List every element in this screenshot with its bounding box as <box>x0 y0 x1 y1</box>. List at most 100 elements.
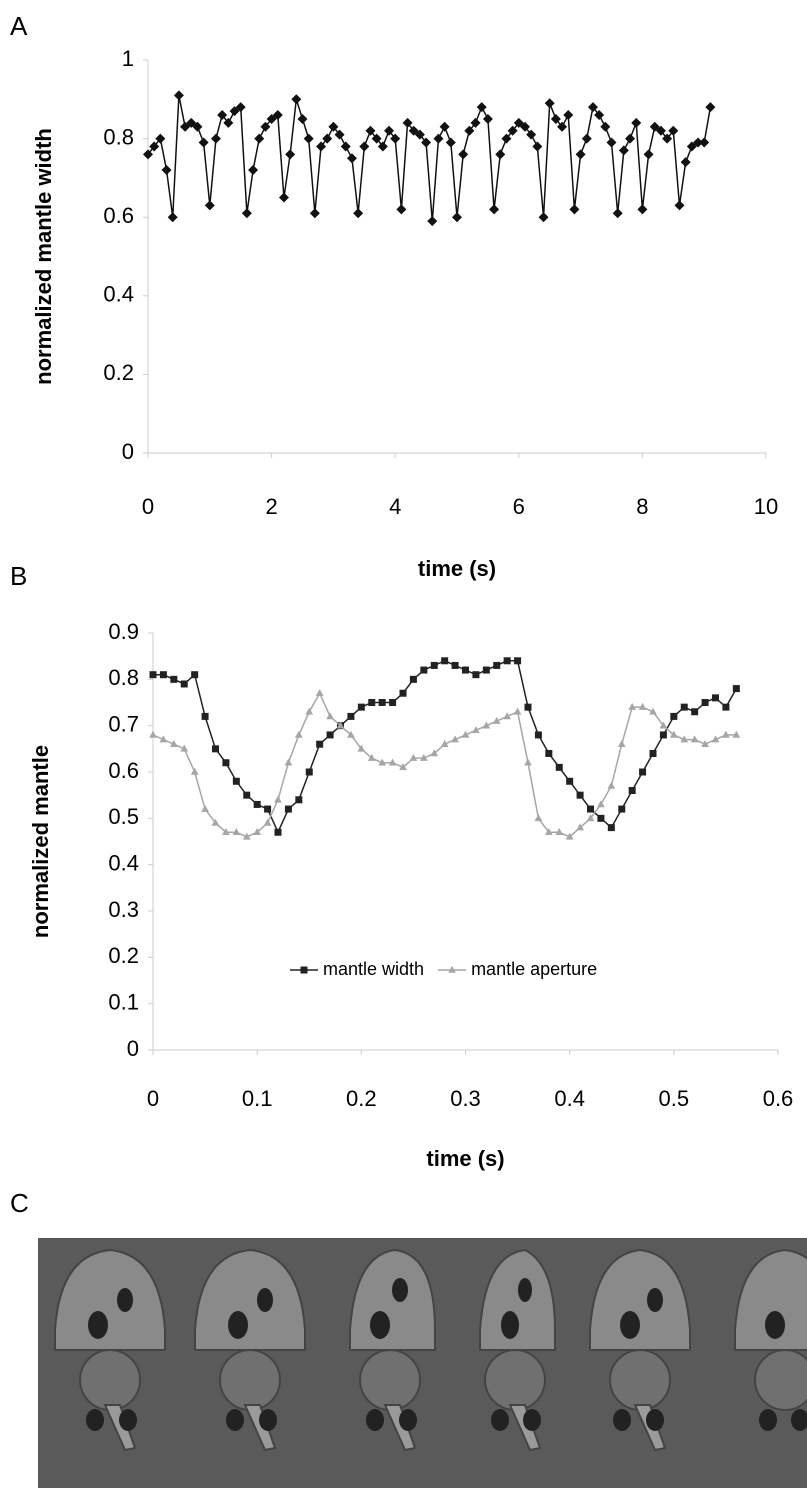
point <box>670 712 678 720</box>
point <box>606 137 617 148</box>
point <box>357 703 365 711</box>
point <box>217 110 228 121</box>
point <box>232 828 241 836</box>
point <box>557 121 568 132</box>
point <box>340 141 351 152</box>
point <box>347 730 355 738</box>
point <box>472 726 480 734</box>
x-tick-label: 0.3 <box>450 1086 481 1111</box>
point <box>649 707 657 715</box>
point <box>272 110 283 121</box>
point <box>569 204 580 215</box>
point <box>538 212 549 223</box>
photo-strip <box>38 1238 807 1488</box>
point <box>155 133 166 144</box>
series-line <box>147 95 712 222</box>
point <box>180 121 191 132</box>
point <box>173 90 184 101</box>
point <box>334 129 345 140</box>
x-tick-label: 0.4 <box>554 1086 585 1111</box>
point <box>149 730 157 738</box>
point <box>659 721 668 729</box>
point <box>617 740 626 747</box>
point <box>482 721 491 729</box>
point <box>662 133 673 144</box>
point <box>563 110 574 121</box>
point <box>655 125 666 136</box>
point <box>555 828 564 836</box>
legend-marker <box>300 966 308 974</box>
point <box>326 731 334 739</box>
x-tick-label: 8 <box>636 494 648 519</box>
point <box>732 730 741 738</box>
point <box>482 666 490 674</box>
point <box>353 208 364 219</box>
point <box>235 102 246 113</box>
point <box>180 744 189 752</box>
point <box>284 758 293 766</box>
y-tick-label: 0.8 <box>103 124 134 149</box>
x-tick-label: 0.6 <box>763 1086 794 1111</box>
point <box>489 204 500 215</box>
y-tick-label: 0.2 <box>103 360 134 385</box>
point <box>581 133 592 144</box>
point <box>441 657 449 665</box>
point <box>691 708 699 716</box>
point <box>294 730 303 738</box>
point <box>357 744 366 752</box>
x-tick-label: 0.5 <box>659 1086 690 1111</box>
x-tick-label: 10 <box>754 494 778 519</box>
point <box>377 141 388 152</box>
point <box>396 204 407 215</box>
point <box>705 102 716 113</box>
point <box>712 694 719 702</box>
point <box>408 125 419 136</box>
point <box>390 133 401 144</box>
point <box>170 675 178 683</box>
point <box>149 141 160 152</box>
point <box>254 133 265 144</box>
point <box>316 141 327 152</box>
point <box>545 749 553 757</box>
point <box>322 133 333 144</box>
point <box>631 117 642 128</box>
point <box>368 699 376 706</box>
y-tick-label: 0 <box>127 1036 139 1061</box>
point <box>186 117 197 128</box>
point <box>291 94 302 105</box>
y-tick-label: 0 <box>122 439 134 464</box>
point <box>470 117 481 128</box>
point <box>433 133 444 144</box>
panel-label: C <box>10 1188 29 1218</box>
point <box>534 731 542 739</box>
point <box>594 110 605 121</box>
point <box>346 153 357 164</box>
point <box>576 791 584 799</box>
point <box>399 689 407 697</box>
point <box>326 712 334 720</box>
point <box>222 759 230 767</box>
point <box>419 753 428 761</box>
point <box>198 137 209 148</box>
point <box>690 735 699 743</box>
point <box>526 129 537 140</box>
point <box>421 137 432 148</box>
point <box>722 730 730 738</box>
point <box>669 730 678 738</box>
point <box>701 740 709 747</box>
point <box>305 707 314 715</box>
point <box>576 823 584 831</box>
y-tick-label: 0.9 <box>108 619 139 644</box>
point <box>544 98 555 109</box>
y-tick-label: 0.6 <box>103 203 134 228</box>
y-tick-label: 0.3 <box>108 897 139 922</box>
point <box>336 721 345 729</box>
point <box>628 702 637 710</box>
point <box>643 149 654 160</box>
point <box>597 814 605 822</box>
point <box>462 666 469 674</box>
point <box>618 145 629 156</box>
point <box>482 113 493 124</box>
point <box>458 149 469 160</box>
